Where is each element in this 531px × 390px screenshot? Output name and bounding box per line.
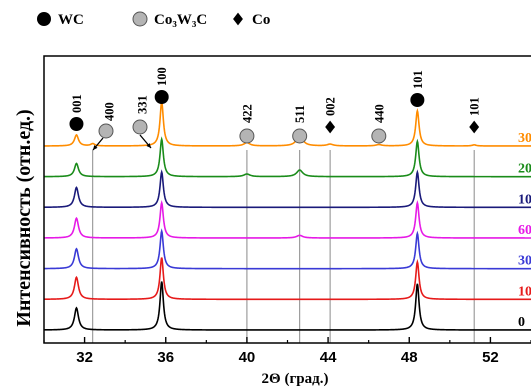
diamond-marker-icon — [469, 120, 480, 134]
legend-item: Co₃W₃C — [132, 11, 207, 28]
series-10: 10 — [43, 257, 531, 301]
x-axis-title: 2Θ (град.) — [262, 371, 329, 387]
circle-marker-icon — [239, 128, 255, 144]
x-tick-label: 40 — [239, 349, 256, 366]
peak-annotation: 400 — [98, 102, 117, 139]
peak-annotation: 440 — [371, 104, 387, 144]
peak-label: 331 — [136, 95, 150, 114]
legend: WC Co₃W₃C Co — [37, 11, 270, 28]
diamond-marker-icon — [233, 12, 243, 26]
peak-label: 002 — [324, 97, 338, 116]
series-100: 100 — [44, 169, 531, 209]
series-line — [43, 101, 531, 147]
circle-marker-icon — [371, 128, 387, 144]
circle-marker-icon — [410, 93, 425, 107]
circle-marker-icon — [132, 11, 148, 27]
peak-label: 101 — [468, 97, 482, 116]
series-label: 0 — [518, 315, 525, 330]
x-tick-label: 44 — [320, 349, 337, 366]
annotation-arrow — [92, 137, 104, 151]
peak-annotation: 422 — [239, 104, 255, 144]
series-300: 300 — [43, 101, 531, 147]
series-line — [44, 228, 531, 270]
peak-label: 100 — [155, 67, 169, 86]
peak-annotation: 511 — [292, 105, 308, 144]
peak-label: 440 — [372, 104, 386, 123]
x-tick-label: 32 — [76, 349, 93, 366]
peak-label: 101 — [411, 70, 425, 89]
legend-label: Co — [252, 12, 270, 28]
x-tick-label: 52 — [482, 349, 499, 366]
series-line — [43, 199, 531, 239]
circle-marker-icon — [37, 12, 51, 26]
series-60: 60 — [43, 199, 531, 239]
legend-item: Co — [233, 12, 270, 28]
legend-label: Co₃W₃C — [154, 12, 207, 28]
circle-marker-icon — [132, 119, 148, 135]
y-axis-label: Интенсивность (отн.ед.) — [13, 109, 35, 326]
peak-label: 511 — [293, 105, 307, 123]
peak-label: 422 — [240, 104, 254, 123]
peak-label: 001 — [70, 94, 84, 113]
series-label: 100 — [518, 192, 531, 207]
legend-item: WC — [37, 12, 84, 28]
peak-label: 400 — [103, 102, 117, 121]
plot-frame — [43, 55, 531, 344]
series-label: 10 — [518, 284, 531, 299]
x-tick-label: 48 — [401, 349, 418, 366]
peak-annotation: 100 — [154, 67, 169, 104]
peak-annotations: 001 400 331 100 422 511 002 440 101 101 — [69, 67, 482, 151]
series-line — [44, 281, 531, 331]
x-tick-label: 36 — [157, 349, 174, 366]
peak-annotation: 101 — [410, 70, 425, 107]
y-axis-title: Интенсивность (отн.ед.) — [13, 109, 35, 326]
circle-marker-icon — [69, 117, 84, 131]
legend-label: WC — [58, 12, 84, 28]
series-200: 200 — [44, 136, 531, 178]
x-axis-ticks: 32 36 40 44 48 52 — [43, 337, 531, 366]
reference-lines — [92, 150, 475, 343]
series-layer: 3002001006030100 — [43, 101, 531, 331]
series-line — [43, 257, 531, 301]
series-line — [44, 136, 531, 178]
series-line — [44, 169, 531, 209]
series-label: 60 — [518, 223, 531, 238]
peak-annotation: 331 — [132, 95, 150, 135]
annotation-arrow — [139, 134, 152, 149]
circle-marker-icon — [98, 123, 114, 139]
peak-annotation: 101 — [468, 97, 482, 134]
series-label: 30 — [518, 254, 531, 269]
peak-annotation: 002 — [324, 97, 338, 134]
series-30: 30 — [44, 228, 531, 270]
circle-marker-icon — [154, 90, 169, 104]
series-label: 300 — [518, 131, 531, 146]
circle-marker-icon — [292, 128, 308, 144]
series-0: 0 — [44, 281, 531, 331]
peak-annotation: 001 — [69, 94, 84, 131]
series-label: 200 — [518, 162, 531, 177]
diamond-marker-icon — [325, 120, 336, 134]
